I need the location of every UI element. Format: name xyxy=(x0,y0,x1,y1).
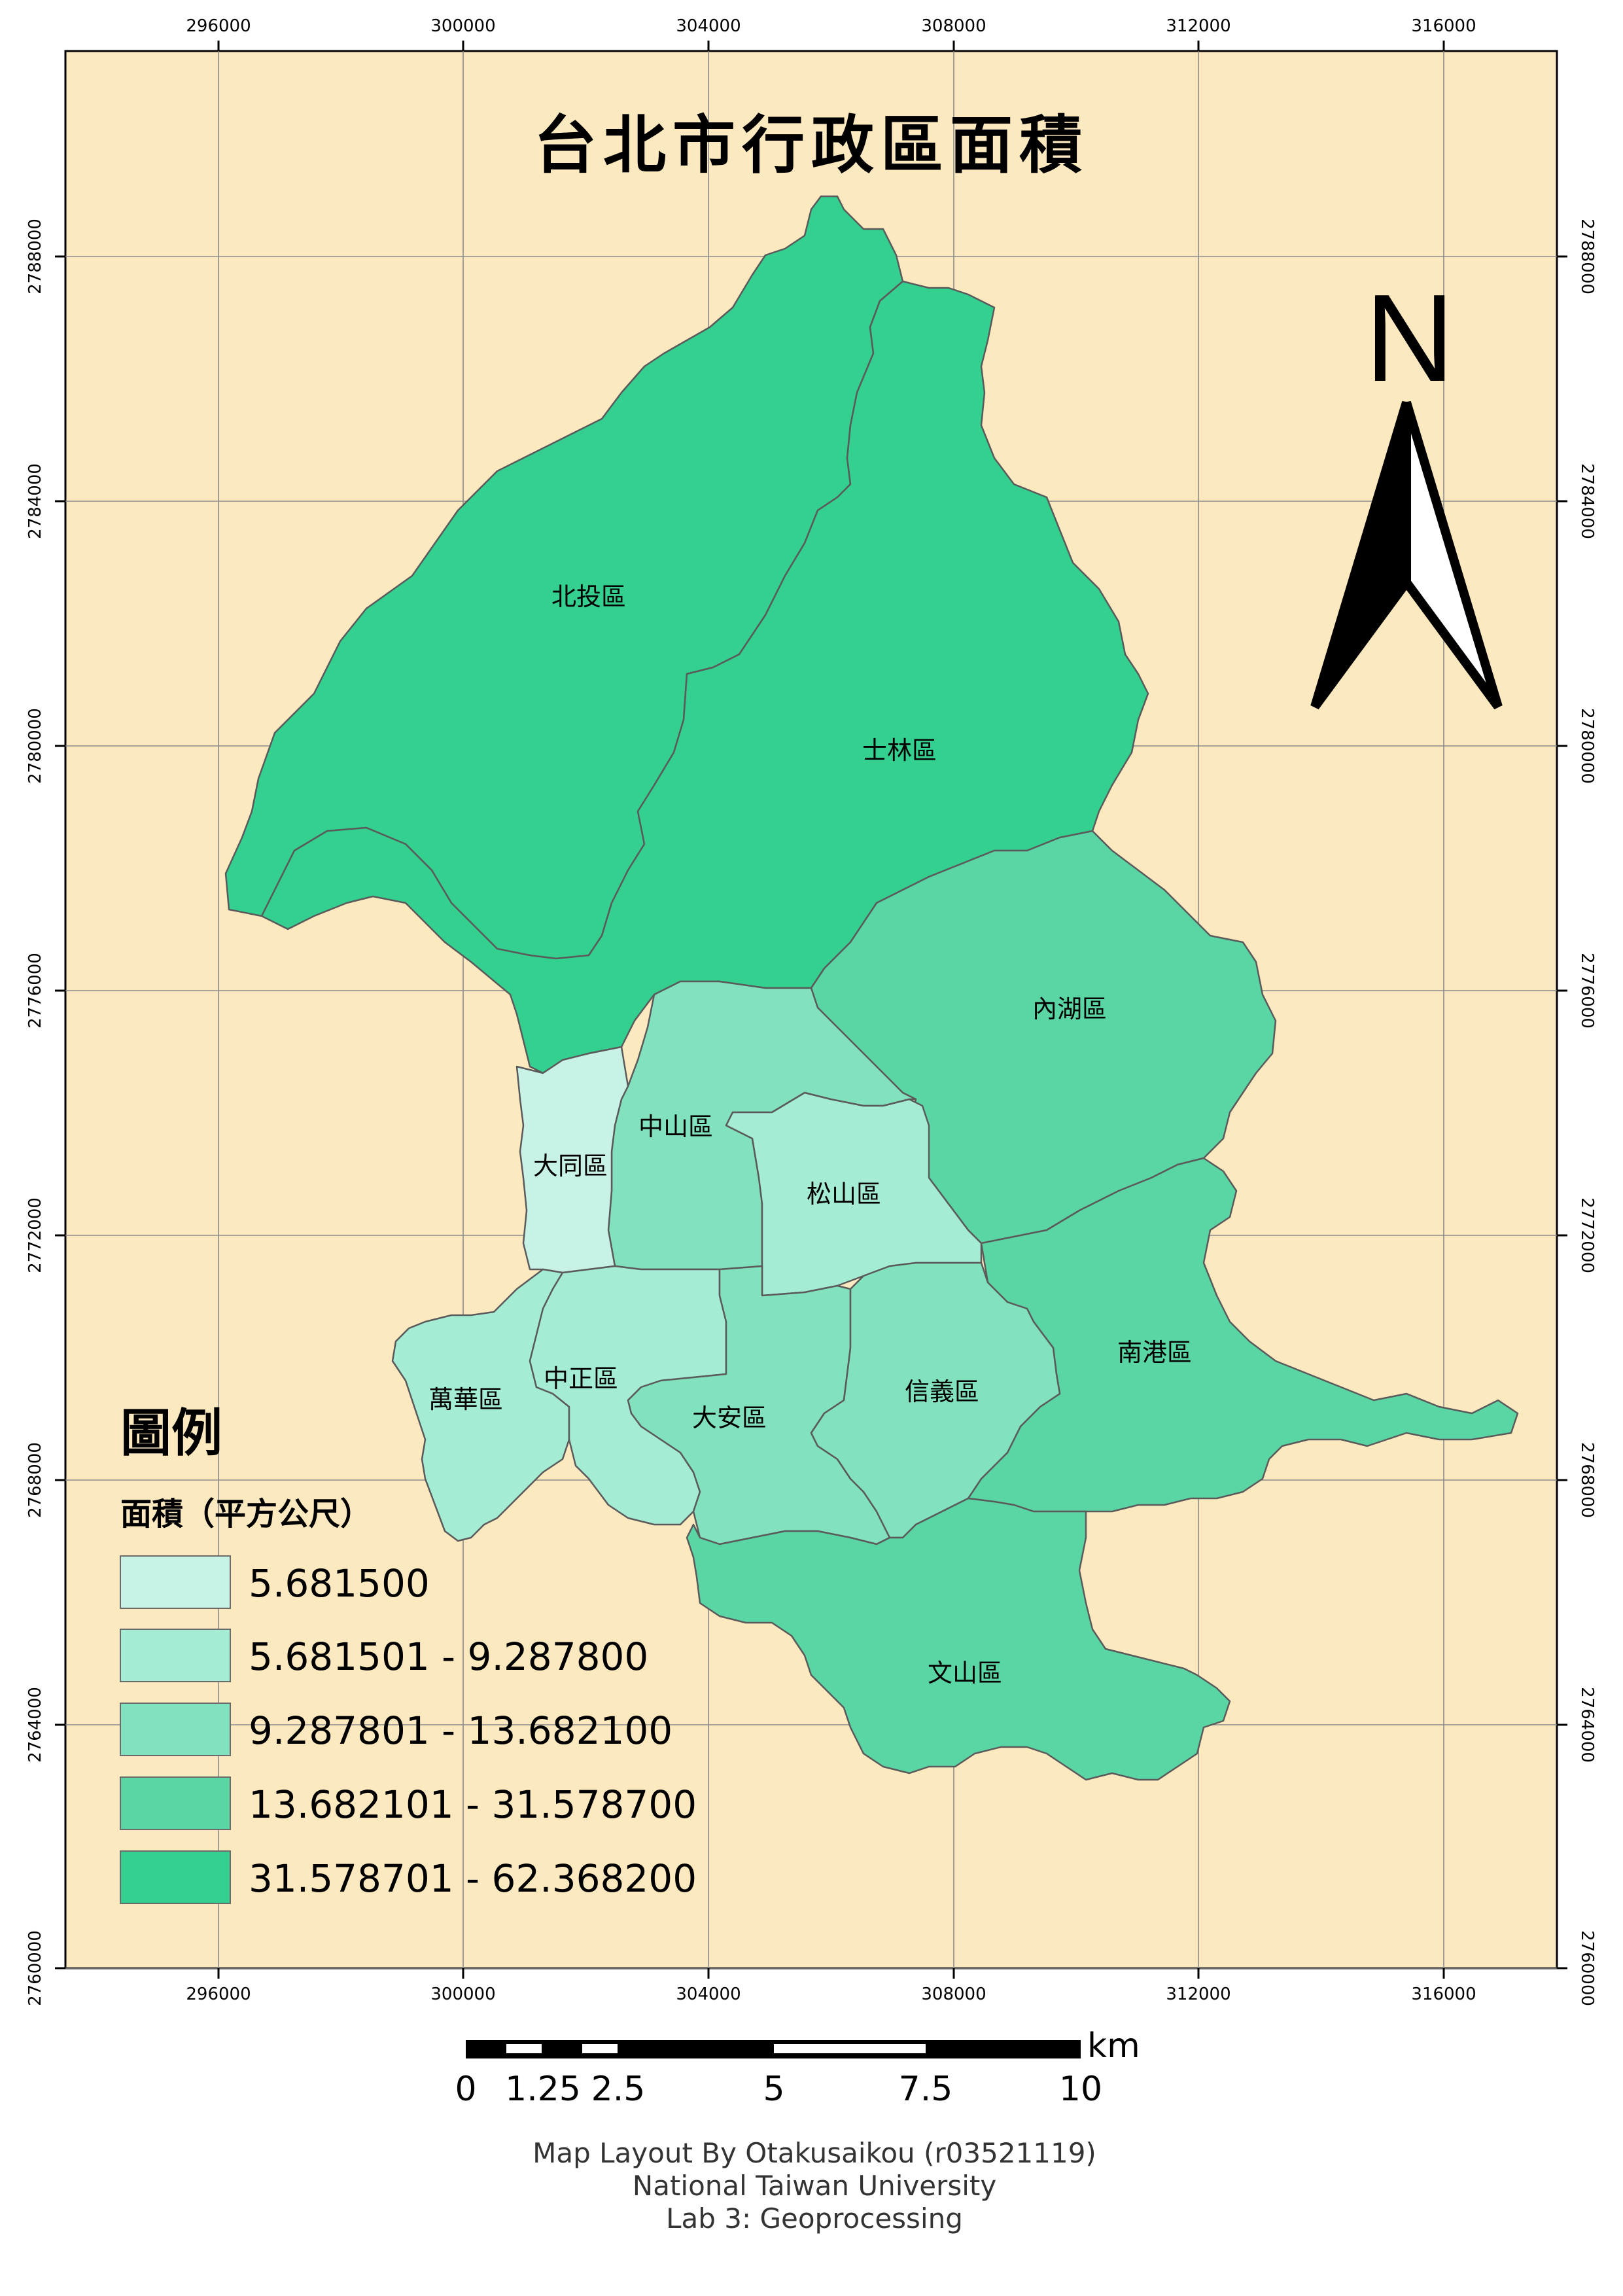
scale-label: 1.25 xyxy=(505,2070,581,2109)
district-xinyi[interactable] xyxy=(810,1262,1061,1539)
district-label: 文山區 xyxy=(928,1659,1002,1687)
district-label: 松山區 xyxy=(807,1180,881,1209)
x-coords-bottom: 296000 300000 304000 308000 312000 31600… xyxy=(186,1985,1476,2004)
y-coord-label: 2760000 xyxy=(26,1930,45,2006)
y-coord-label: 2776000 xyxy=(1577,953,1597,1029)
y-coord-label: 2788000 xyxy=(1577,219,1597,294)
y-coord-label: 2764000 xyxy=(26,1687,45,1763)
y-coord-label: 2788000 xyxy=(26,219,45,294)
y-coord-label: 2760000 xyxy=(1577,1930,1597,2006)
district-shilin[interactable] xyxy=(260,280,1149,1074)
legend-heading: 圖例 xyxy=(120,1404,222,1463)
district-label: 中正區 xyxy=(544,1364,618,1393)
scale-label: 2.5 xyxy=(591,2070,646,2109)
scale-unit: km xyxy=(1087,2026,1140,2066)
x-coord-label: 296000 xyxy=(186,16,251,36)
legend-swatch xyxy=(120,1629,231,1682)
x-coords-top: 296000 300000 304000 308000 312000 31600… xyxy=(186,16,1476,36)
y-coord-label: 2772000 xyxy=(26,1197,45,1273)
district-label: 南港區 xyxy=(1117,1338,1192,1367)
district-labels: 北投區 士林區 內湖區 中山區 大同區 松山區 南港區 萬華區 中正區 大安區 … xyxy=(428,582,1192,1687)
district-wenshan[interactable] xyxy=(686,1497,1231,1781)
district-label: 信義區 xyxy=(905,1377,979,1406)
x-coord-label: 308000 xyxy=(921,1985,986,2004)
x-coord-label: 300000 xyxy=(430,16,495,36)
legend-swatch xyxy=(120,1555,231,1609)
legend: 圖例 面積（平方公尺） 5.681500 5.681501 - 9.287800… xyxy=(120,1404,697,1904)
north-letter: N xyxy=(1365,269,1454,408)
district-label: 內湖區 xyxy=(1032,995,1107,1023)
district-label: 北投區 xyxy=(551,582,626,611)
legend-label: 13.682101 - 31.578700 xyxy=(249,1782,697,1827)
x-coord-label: 316000 xyxy=(1411,16,1476,36)
y-coord-label: 2780000 xyxy=(1577,708,1597,784)
credits: Map Layout By Otakusaikou (r03521119) Na… xyxy=(532,2137,1096,2234)
y-coords-right: 2788000 2784000 2780000 2776000 2772000 … xyxy=(1577,219,1597,2006)
scale-label: 0 xyxy=(455,2070,476,2109)
scale-label: 5 xyxy=(763,2070,784,2109)
legend-subheading: 面積（平方公尺） xyxy=(120,1496,372,1532)
districts-layer xyxy=(224,195,1519,1781)
y-coord-label: 2764000 xyxy=(1577,1687,1597,1763)
legend-label: 5.681500 xyxy=(249,1561,430,1606)
scale-label: 7.5 xyxy=(899,2070,953,2109)
district-label: 中山區 xyxy=(638,1112,713,1141)
x-coord-label: 312000 xyxy=(1166,1985,1230,2004)
credit-line: Map Layout By Otakusaikou (r03521119) xyxy=(532,2137,1096,2169)
district-label: 萬華區 xyxy=(428,1385,503,1414)
legend-swatch xyxy=(120,1850,231,1904)
credit-line: Lab 3: Geoprocessing xyxy=(666,2202,963,2234)
legend-swatch xyxy=(120,1703,231,1756)
district-label: 大同區 xyxy=(533,1152,608,1180)
y-coord-label: 2768000 xyxy=(26,1442,45,1518)
y-coord-label: 2784000 xyxy=(1577,463,1597,539)
x-coord-label: 308000 xyxy=(921,16,986,36)
y-coords-left: 2788000 2784000 2780000 2776000 2772000 … xyxy=(26,219,45,2006)
legend-swatch xyxy=(120,1776,231,1830)
x-coord-label: 296000 xyxy=(186,1985,251,2004)
y-coord-label: 2768000 xyxy=(1577,1442,1597,1518)
legend-label: 31.578701 - 62.368200 xyxy=(249,1856,697,1901)
x-coord-label: 316000 xyxy=(1411,1985,1476,2004)
north-arrow-icon: N xyxy=(1310,269,1503,710)
x-coord-label: 304000 xyxy=(676,1985,741,2004)
tick-marks xyxy=(55,41,1567,1979)
scale-bar: km 0 1.25 2.5 5 7.5 10 xyxy=(455,2026,1140,2109)
y-coord-label: 2772000 xyxy=(1577,1197,1597,1273)
y-coord-label: 2784000 xyxy=(26,463,45,539)
legend-label: 5.681501 - 9.287800 xyxy=(249,1634,648,1679)
scale-label: 10 xyxy=(1059,2070,1102,2109)
x-coord-label: 304000 xyxy=(676,16,741,36)
credit-line: National Taiwan University xyxy=(633,2170,996,2202)
x-coord-label: 300000 xyxy=(430,1985,495,2004)
district-label: 士林區 xyxy=(862,736,937,765)
district-label: 大安區 xyxy=(692,1404,767,1432)
y-coord-label: 2780000 xyxy=(26,708,45,784)
y-coord-label: 2776000 xyxy=(26,953,45,1029)
map-title: 台北市行政區面積 xyxy=(534,108,1089,182)
legend-label: 9.287801 - 13.682100 xyxy=(249,1708,672,1753)
x-coord-label: 312000 xyxy=(1166,16,1230,36)
